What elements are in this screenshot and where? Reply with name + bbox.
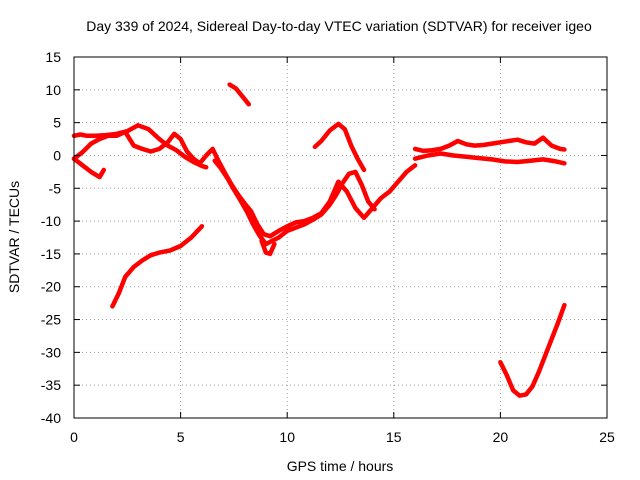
series-line-trace-1	[71, 156, 107, 180]
x-axis-label: GPS time / hours	[287, 458, 394, 474]
series-group	[71, 82, 567, 398]
series-line-trace-9	[412, 135, 567, 154]
x-tick-label: 0	[70, 429, 78, 445]
series-line-trace-2	[71, 123, 209, 170]
series-line-trace-7	[312, 121, 367, 173]
chart-title: Day 339 of 2024, Sidereal Day-to-day VTE…	[86, 18, 592, 34]
y-tick-label: -40	[41, 410, 61, 426]
y-tick-label: -20	[41, 279, 61, 295]
y-tick-label: 10	[45, 82, 61, 98]
series-line-trace-11	[498, 302, 567, 398]
series-line-trace-4	[212, 158, 377, 247]
y-tick-label: -25	[41, 312, 61, 328]
y-axis-label: SDTVAR / TECUs	[6, 181, 22, 293]
plot-frame	[73, 56, 608, 419]
x-tick-label: 5	[177, 429, 185, 445]
y-tick-label: 0	[53, 147, 61, 163]
y-tick-label: -35	[41, 377, 61, 393]
x-tick-label: 15	[386, 429, 402, 445]
series-line-trace-3	[71, 129, 418, 239]
x-tick-label: 20	[493, 429, 509, 445]
axis-ticks: 0 5 10 15 20 25 -40 -35 -30 -25 -20 -15 -10 -5 0 5 10 15	[41, 49, 615, 445]
series-line-trace-6	[227, 82, 252, 107]
series-line-trace-5	[259, 238, 277, 257]
y-tick-label: -15	[41, 246, 61, 262]
series-line-trace-10	[412, 151, 567, 166]
y-tick-label: -10	[41, 213, 61, 229]
y-tick-label: -5	[49, 180, 62, 196]
y-tick-label: 15	[45, 49, 61, 65]
x-tick-label: 10	[279, 429, 295, 445]
x-tick-label: 25	[599, 429, 615, 445]
y-tick-label: -30	[41, 344, 61, 360]
y-tick-label: 5	[53, 115, 61, 131]
grid-lines	[74, 57, 607, 418]
series-line-trace-8	[110, 224, 205, 309]
